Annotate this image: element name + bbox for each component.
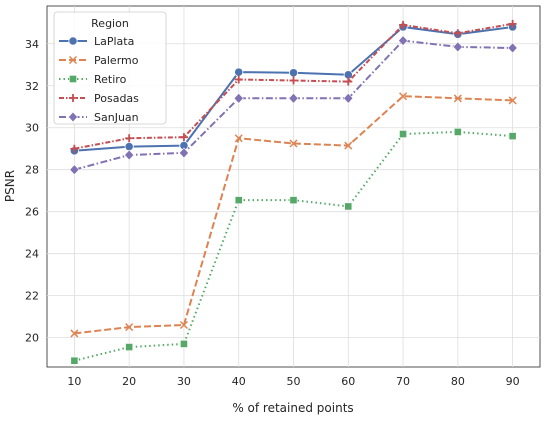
legend-label: Posadas [94,92,139,105]
x-tick-label: 70 [396,375,410,388]
x-tick-label: 20 [122,375,136,388]
tick-labels: 10 20 30 40 50 60 70 80 90 20 22 24 26 28 30 32 34 [25,38,520,388]
data-point [124,142,134,152]
series-line [74,95,513,335]
legend-label: Retiro [94,73,127,86]
data-point [70,144,79,153]
data-point [507,42,518,54]
data-point [344,141,353,150]
data-point [452,41,463,53]
legend-label: Palermo [94,54,139,67]
data-point [288,92,299,104]
data-point [234,75,243,84]
legend-marker [69,94,77,102]
x-tick-label: 80 [451,375,465,388]
data-point [234,67,244,77]
data-point [508,96,517,105]
data-point [344,202,353,211]
legend: Region LaPlata Palermo Retiro Posadas SanJua… [53,11,167,125]
legend-title: Region [91,17,129,30]
data-point [453,94,462,103]
data-point [289,76,298,85]
data-point [289,139,298,148]
y-axis-title: PSNR [3,170,17,202]
data-point [508,19,517,28]
y-tick-label: 28 [25,164,39,177]
data-point [399,130,407,138]
x-axis-title: % of retained points [232,401,353,415]
x-tick-label: 60 [341,375,355,388]
data-point [179,133,188,142]
data-point [508,132,517,141]
y-tick-label: 34 [25,38,39,51]
y-tick-label: 30 [25,122,39,135]
x-tick-label: 50 [287,375,301,388]
x-tick-label: 90 [506,375,520,388]
data-point [453,29,462,38]
y-tick-label: 22 [25,290,39,303]
legend-marker [68,36,78,46]
data-point [398,35,409,47]
data-point [233,92,244,104]
data-point [343,92,354,104]
data-point [70,329,79,338]
data-point [70,356,79,365]
data-point [179,320,188,330]
data-point [399,92,408,101]
data-point [180,340,188,348]
data-point [288,68,299,78]
legend-marker [68,55,78,65]
y-tick-label: 26 [25,206,39,219]
data-point [125,134,134,143]
data-point [125,323,134,332]
x-tick-label: 30 [177,375,191,388]
data-point [234,134,243,143]
data-point [234,196,243,205]
data-point [344,77,353,86]
data-point [125,343,134,351]
legend-label: SanJuan [94,111,139,124]
legend-marker [67,111,79,123]
data-point [178,147,189,159]
y-tick-label: 24 [25,248,39,261]
data-point [69,164,80,176]
y-tick-label: 32 [25,80,39,93]
series-retiro [70,128,517,365]
legend-label: LaPlata [94,35,134,48]
series-lines [69,19,518,365]
x-tick-label: 40 [232,375,246,388]
x-tick-label: 10 [67,375,81,388]
series-palermo [70,92,517,338]
data-point [453,128,462,136]
series-sanjuan [69,35,518,176]
data-point [124,149,135,161]
grid-lines [47,6,540,367]
data-point [289,196,298,205]
legend-marker [69,75,77,83]
data-point [399,20,408,29]
series-posadas [70,19,517,153]
y-tick-label: 20 [25,332,39,345]
